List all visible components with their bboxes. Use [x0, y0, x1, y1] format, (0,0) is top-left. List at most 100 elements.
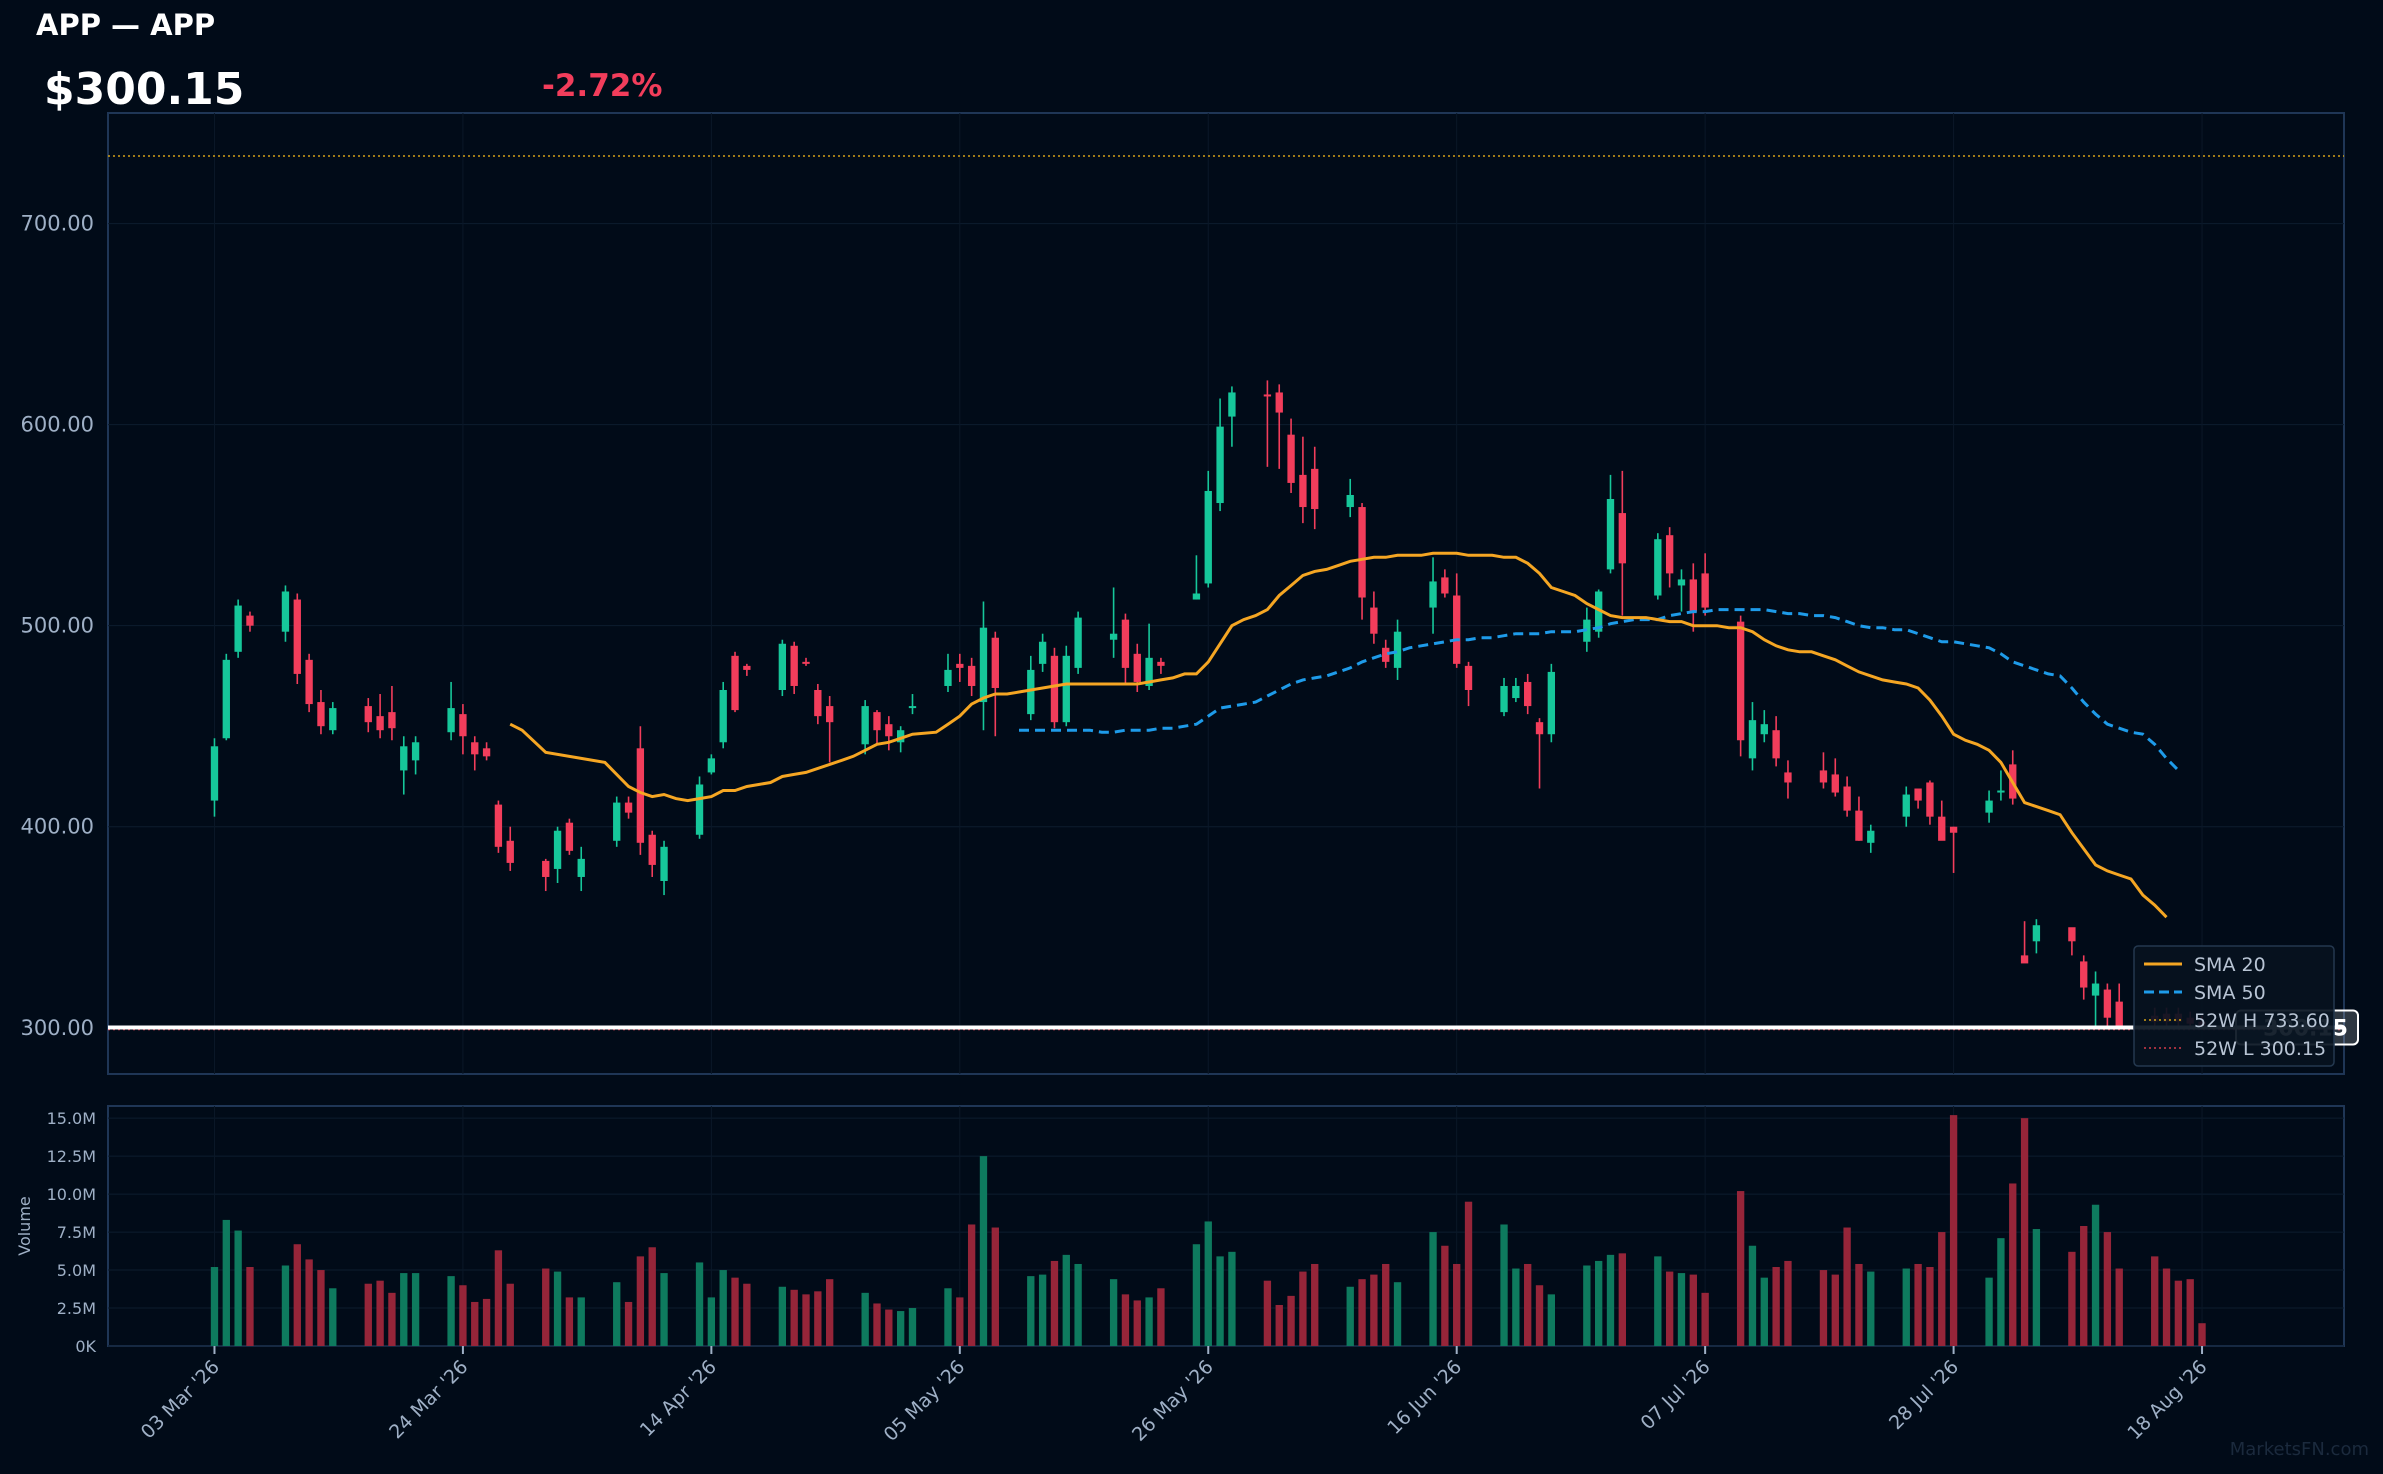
volume-bar	[1204, 1221, 1212, 1346]
candle	[613, 796, 621, 847]
candle-body	[2103, 989, 2112, 1018]
candle	[542, 858, 550, 892]
candle	[411, 736, 420, 775]
volume-bar	[565, 1297, 574, 1346]
watermark: MarketsFN.com	[2229, 1439, 2369, 1460]
candle	[1299, 436, 1307, 524]
candle-body	[1914, 788, 1922, 801]
candle	[908, 694, 917, 715]
volume-bar	[482, 1298, 491, 1346]
x-tick-label: 05 May '26	[880, 1356, 970, 1446]
candle-body	[2068, 927, 2076, 942]
volume-panel-frame	[107, 1105, 2345, 1347]
x-tick-label: 26 May '26	[1128, 1356, 1218, 1446]
candle-body	[1855, 810, 1863, 841]
candle	[707, 754, 716, 775]
candle	[246, 611, 254, 632]
chart-legend: SMA 20 SMA 50 52W H 733.60 52W L 300.15	[2133, 945, 2335, 1067]
candle	[719, 681, 727, 749]
volume-bar	[979, 1156, 988, 1346]
candle-body	[1346, 494, 1354, 508]
volume-bar	[944, 1288, 952, 1346]
candle	[778, 639, 787, 697]
volume-bar	[1618, 1253, 1626, 1346]
candle-body	[388, 712, 396, 729]
sma20-line	[509, 551, 2168, 919]
candle	[1346, 478, 1354, 518]
volume-bar	[743, 1283, 751, 1346]
candle-body	[624, 802, 633, 813]
volume-bar	[1867, 1271, 1875, 1346]
candle-body	[1204, 490, 1212, 584]
candle-body	[1382, 647, 1390, 662]
volume-bar	[778, 1286, 787, 1346]
candle-body	[1109, 633, 1118, 640]
candle-body	[1133, 653, 1141, 682]
volume-bar	[1524, 1263, 1532, 1346]
candle	[577, 846, 585, 892]
candle-body	[1275, 392, 1283, 413]
price-tick-label: 600.00	[21, 413, 94, 437]
x-tick-label: 28 Jul '26	[1885, 1356, 1963, 1434]
candle	[2080, 955, 2088, 1000]
volume-bar	[1772, 1267, 1780, 1346]
candle	[1997, 770, 2005, 801]
candle	[400, 736, 408, 795]
candle-body	[967, 665, 976, 686]
candle-body	[1192, 593, 1201, 600]
candle-body	[695, 784, 704, 835]
candle	[1228, 386, 1236, 447]
candle	[1192, 555, 1201, 600]
candle	[861, 700, 869, 755]
volume-bar	[1441, 1245, 1449, 1346]
candle	[2032, 919, 2041, 954]
x-tick-label: 16 Jun '26	[1383, 1356, 1466, 1439]
chart-title: APP — APP	[36, 8, 216, 42]
volume-bar	[2009, 1183, 2017, 1346]
volume-bar	[1121, 1294, 1130, 1346]
volume-bar	[1275, 1304, 1283, 1346]
volume-bar	[400, 1273, 408, 1346]
volume-bar	[281, 1265, 290, 1346]
volume-bar	[459, 1285, 467, 1346]
volume-bar	[2198, 1323, 2206, 1346]
volume-bar	[660, 1273, 668, 1346]
candle	[1985, 790, 1993, 823]
candle	[1204, 470, 1212, 588]
volume-bar	[1985, 1277, 1993, 1346]
price-tick-label: 700.00	[21, 212, 94, 236]
candle	[991, 631, 999, 737]
candle	[956, 653, 964, 682]
candle-body	[1287, 434, 1295, 483]
volume-bar	[1287, 1295, 1295, 1346]
volume-bar	[1677, 1273, 1686, 1346]
candle	[1263, 380, 1272, 467]
price-change-percent: -2.72%	[542, 68, 663, 104]
volume-bar	[1949, 1115, 1958, 1346]
candle-body	[482, 748, 491, 757]
volume-tick-label: 0K	[75, 1337, 96, 1356]
candle-body	[329, 708, 337, 731]
candle	[1358, 503, 1366, 620]
candle-body	[1547, 671, 1556, 735]
candle	[364, 698, 372, 733]
volume-bar	[2080, 1226, 2088, 1346]
candle	[1547, 663, 1556, 743]
volume-bar	[731, 1277, 739, 1346]
volume-tick-label: 12.5M	[47, 1147, 96, 1166]
price-panel-frame	[107, 112, 2345, 1075]
candle	[2020, 921, 2029, 964]
candle-body	[364, 706, 372, 723]
volume-bar	[956, 1297, 964, 1346]
candle	[1500, 677, 1508, 717]
candle	[1311, 446, 1319, 530]
volume-bar	[1748, 1245, 1757, 1346]
volume-bar	[1583, 1265, 1591, 1346]
candle-body	[861, 706, 869, 745]
candle	[1050, 647, 1059, 729]
candle	[459, 704, 467, 755]
volume-bar	[246, 1267, 254, 1346]
x-tick-label: 03 Mar '26	[137, 1356, 224, 1443]
volume-bar	[1665, 1271, 1674, 1346]
candle	[447, 681, 455, 741]
